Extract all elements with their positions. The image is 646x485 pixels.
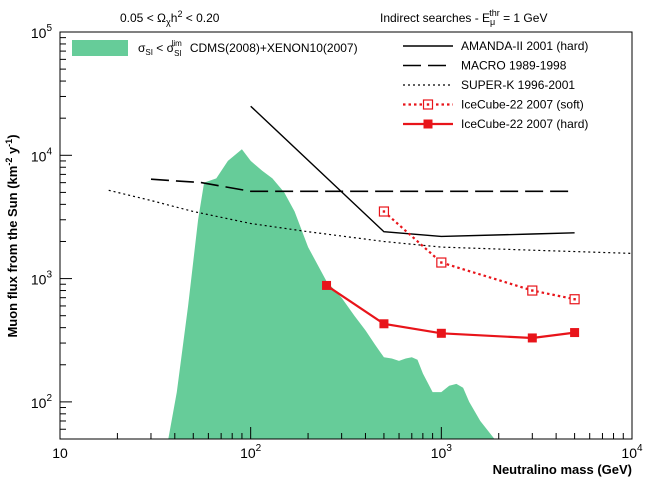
series-line-2: [108, 189, 632, 254]
legend-label-3: IceCube-22 2007 (soft): [461, 98, 584, 112]
green-band-layer: [168, 149, 495, 439]
legend-label-4: IceCube-22 2007 (hard): [461, 117, 588, 131]
y-tick-label: 102: [31, 393, 53, 411]
y-tick-label: 105: [31, 23, 53, 41]
header-right: Indirect searches - Eμthr = 1 GeV: [380, 8, 547, 27]
x-tick-label: 102: [240, 443, 262, 461]
plot-frame: [59, 31, 633, 440]
legend-band-label: σSI < σSIlim CDMS(2008)+XENON10(2007): [138, 39, 358, 58]
legend: σSI < σSIlim CDMS(2008)+XENON10(2007) AMA…: [72, 39, 588, 131]
legend-label-0: AMANDA-II 2001 (hard): [461, 39, 588, 53]
tick-layer: [60, 37, 624, 439]
header-left: 0.05 < Ωχh2 < 0.20: [120, 9, 220, 27]
series-line-0: [250, 105, 575, 238]
data-point-4-3: [527, 333, 537, 343]
legend-series-entries: AMANDA-II 2001 (hard) MACRO 1989-1998 SUPE…: [403, 39, 588, 131]
legend-marker-dot-3: [426, 103, 430, 106]
series-line-1: [150, 178, 575, 193]
series-layer: [108, 105, 632, 343]
y-tick-label: 104: [31, 146, 53, 164]
y-axis-title: Muon flux from the Sun (km-2 y-1): [4, 134, 20, 337]
data-point-dot-3-1: [440, 261, 443, 264]
x-tick-label: 104: [621, 443, 643, 461]
legend-marker-4: [423, 119, 433, 129]
x-tick-label: 10: [52, 445, 68, 461]
green-band-area: [168, 149, 495, 439]
legend-label-2: SUPER-K 1996-2001: [461, 78, 575, 92]
data-point-dot-3-3: [573, 298, 576, 301]
series-line-3: [383, 210, 575, 301]
x-axis-title: Neutralino mass (GeV): [493, 462, 632, 477]
data-point-4-4: [570, 328, 580, 338]
data-point-4-0: [322, 280, 332, 290]
data-point-4-1: [379, 319, 389, 329]
legend-band-swatch: [72, 40, 128, 56]
tick-label-layer: 10 102 103 104 102 103 104 105: [31, 23, 643, 461]
x-tick-label: 103: [431, 443, 453, 461]
y-tick-label: 103: [31, 270, 53, 288]
data-point-4-2: [436, 328, 446, 338]
legend-label-1: MACRO 1989-1998: [461, 59, 567, 73]
data-point-dot-3-2: [531, 289, 534, 292]
data-point-dot-3-0: [382, 210, 386, 213]
